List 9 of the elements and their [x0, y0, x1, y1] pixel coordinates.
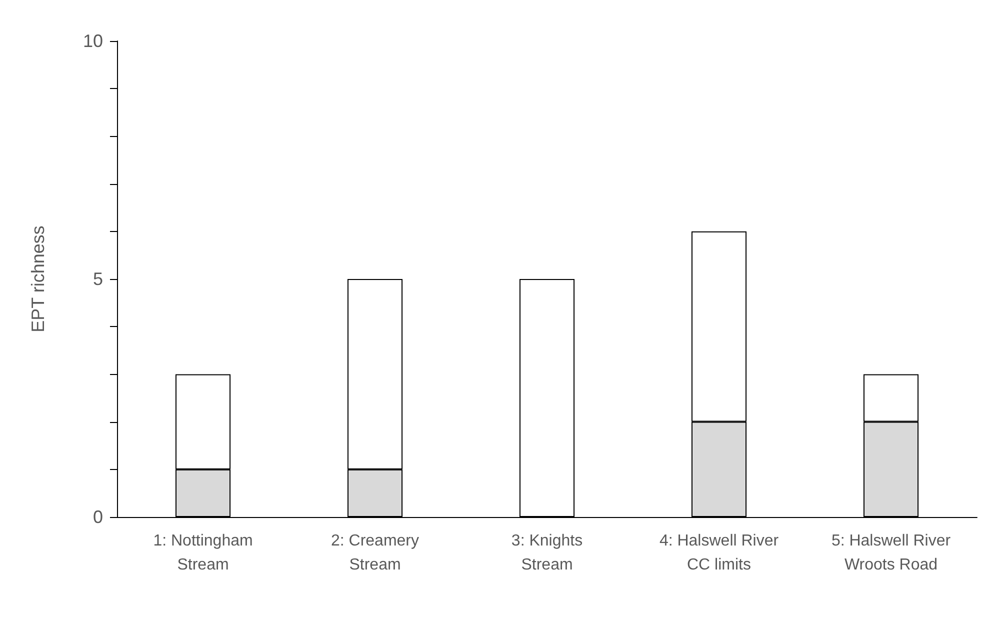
y-tick-label: 5: [92, 269, 103, 289]
x-tick-label: 3: Knights Stream: [511, 532, 583, 574]
x-tick-label: 5: Halswell River Wroots Road: [831, 532, 952, 574]
x-tick-label: 4: Halswell River CC limits: [659, 532, 780, 574]
y-tick-label: 0: [92, 507, 103, 527]
x-tick-label: 1: Nottingham Stream: [153, 532, 253, 574]
y-tick-label: 10: [82, 31, 103, 51]
y-axis-title: EPT richness: [28, 226, 48, 332]
x-tick-label: 2: Creamery Stream: [330, 532, 420, 574]
